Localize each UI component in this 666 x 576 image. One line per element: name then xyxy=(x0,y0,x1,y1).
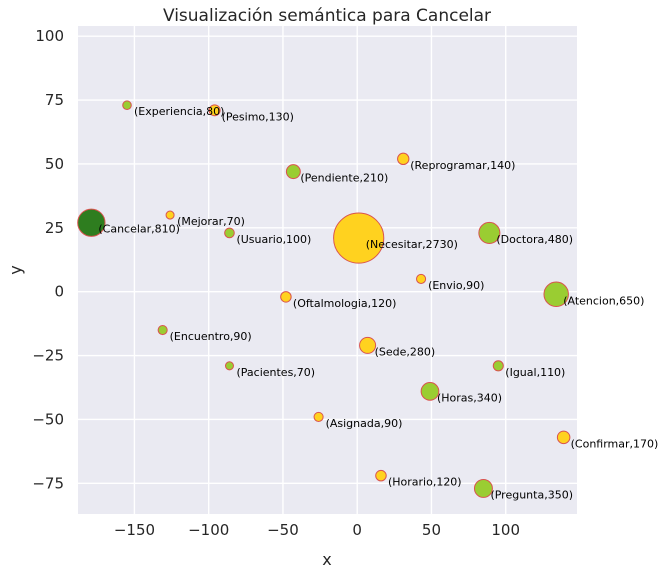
point-label-confirmar: (Confirmar,170) xyxy=(571,437,659,450)
point-label-necesitar: (Necesitar,2730) xyxy=(366,238,458,251)
x-axis-label: x xyxy=(322,550,331,569)
y-axis-label: y xyxy=(6,265,25,274)
data-point-oftalmologia xyxy=(280,291,292,303)
point-label-usuario: (Usuario,100) xyxy=(236,233,311,246)
point-label-reprogramar: (Reprogramar,140) xyxy=(410,159,515,172)
data-point-reprogramar xyxy=(397,152,410,166)
axis-ticks: −150 −100 −50 0 50 100 −75 −50 −25 0 25 50 75 100 xyxy=(32,27,520,539)
point-label-mejorar: (Mejorar,70) xyxy=(177,215,245,228)
point-label-pregunta: (Pregunta,350) xyxy=(490,488,573,501)
point-label-envio: (Envio,90) xyxy=(428,279,484,292)
y-tick-label: −25 xyxy=(32,347,64,365)
data-point-horario xyxy=(375,469,387,482)
y-tick-label: −75 xyxy=(32,474,64,492)
point-labels: (Cancelar,810) (Experiencia,80)(Pesimo,13… xyxy=(98,105,658,501)
plot-background xyxy=(78,26,577,514)
point-label-horas: (Horas,340) xyxy=(437,391,502,404)
data-point-mejorar xyxy=(165,210,175,220)
point-label-encuentro: (Encuentro,90) xyxy=(170,330,252,343)
data-point-confirmar xyxy=(556,430,571,445)
y-tick-label: 50 xyxy=(45,155,64,173)
x-tick-label: −150 xyxy=(114,521,155,539)
y-tick-label: −50 xyxy=(32,410,64,428)
data-point-pesimo xyxy=(208,104,221,117)
point-label-pesimo: (Pesimo,130) xyxy=(222,110,294,123)
point-label-asignada: (Asignada,90) xyxy=(326,417,403,430)
y-tick-label: 100 xyxy=(35,27,64,45)
grid xyxy=(78,26,577,514)
x-tick-label: 100 xyxy=(491,521,520,539)
point-label-cancelar: (Cancelar,810) xyxy=(98,223,180,236)
data-point-igual xyxy=(492,360,504,372)
x-tick-label: 0 xyxy=(352,521,362,539)
point-label-atencion: (Atencion,650) xyxy=(563,294,644,307)
y-tick-label: 25 xyxy=(45,219,64,237)
data-point-pacientes xyxy=(224,361,234,371)
data-point-doctora xyxy=(478,221,501,244)
data-point-experiencia xyxy=(122,100,132,110)
point-label-horario: (Horario,120) xyxy=(388,476,462,489)
data-point-horas xyxy=(420,382,440,401)
data-point-encuentro xyxy=(157,324,168,336)
point-label-doctora: (Doctora,480) xyxy=(496,233,573,246)
point-label-oftalmologia: (Oftalmologia,120) xyxy=(293,297,397,310)
y-tick-label: 0 xyxy=(54,283,64,301)
data-point-pregunta xyxy=(473,478,493,498)
data-point-sede xyxy=(359,336,377,354)
data-point-usuario xyxy=(224,227,235,239)
x-tick-label: 50 xyxy=(422,521,441,539)
data-point-envio xyxy=(416,273,427,284)
data-point-pendiente xyxy=(285,164,301,180)
data-point-cancelar xyxy=(77,208,106,237)
data-point-asignada xyxy=(313,411,324,422)
point-label-experiencia: (Experiencia,80) xyxy=(134,105,224,118)
x-tick-label: −100 xyxy=(188,521,229,539)
point-label-sede: (Sede,280) xyxy=(375,345,436,358)
point-label-pacientes: (Pacientes,70) xyxy=(236,366,315,379)
chart-title: Visualización semántica para Cancelar xyxy=(163,6,491,26)
point-label-igual: (Igual,110) xyxy=(505,366,565,379)
data-point-necesitar xyxy=(333,212,385,264)
y-tick-label: 75 xyxy=(45,91,64,109)
point-label-pendiente: (Pendiente,210) xyxy=(300,172,388,185)
data-point-atencion xyxy=(543,281,569,308)
data-points xyxy=(77,100,571,498)
x-tick-label: −50 xyxy=(267,521,299,539)
